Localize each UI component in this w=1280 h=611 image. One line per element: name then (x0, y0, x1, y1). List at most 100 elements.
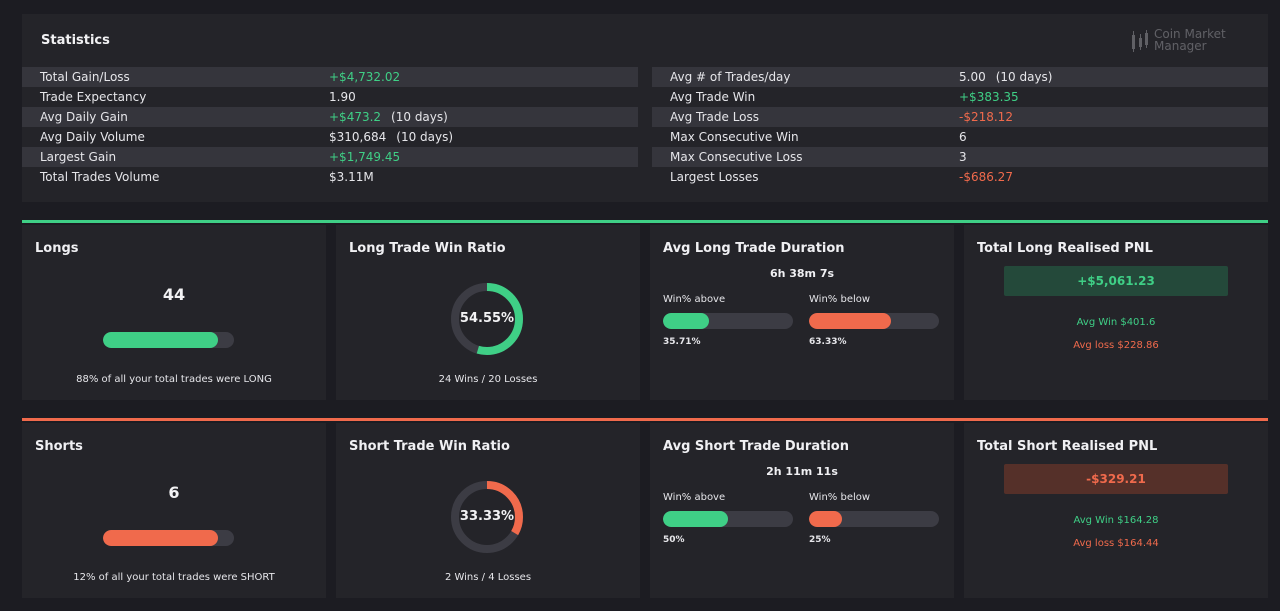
stat-value-number: -$218.12 (959, 110, 1013, 124)
stat-value: +$383.35 (959, 87, 1019, 107)
longs-share-fill (103, 332, 219, 348)
shorts-count-card: Shorts 6 12% of all your total trades we… (22, 423, 326, 598)
short-win-above-fill (663, 511, 728, 527)
stat-row: Max Consecutive Loss 3 (652, 147, 1268, 167)
stat-label: Avg # of Trades/day (670, 70, 791, 84)
stat-row: Avg # of Trades/day 5.00 (10 days) (652, 67, 1268, 87)
stat-row: Avg Trade Win +$383.35 (652, 87, 1268, 107)
stat-value-number: +$1,749.45 (329, 150, 401, 164)
stat-value-period: (10 days) (396, 130, 454, 144)
shorts-title: Shorts (35, 439, 83, 454)
long-pnl-card: Total Long Realised PNL +$5,061.23 Avg W… (964, 225, 1268, 400)
long-duration-card: Avg Long Trade Duration 6h 38m 7s Win% a… (650, 225, 954, 400)
long-win-below-fill (809, 313, 892, 329)
short-win-above-pct: 50% (663, 535, 685, 545)
short-pnl-value: -$329.21 (1004, 464, 1228, 494)
stat-value-number: 5.00 (959, 70, 986, 84)
short-duration-title: Avg Short Trade Duration (663, 439, 849, 454)
shorts-share-bar (103, 530, 234, 546)
short-win-below-bar (809, 511, 939, 527)
short-pnl-title: Total Short Realised PNL (977, 439, 1158, 454)
stat-value-period: (10 days) (995, 70, 1053, 84)
statistics-title: Statistics (41, 33, 110, 48)
long-win-below-label: Win% below (809, 294, 871, 305)
shorts-caption: 12% of all your total trades were SHORT (73, 572, 275, 583)
long-win-ratio-donut: 54.55% (449, 281, 525, 357)
stat-row: Trade Expectancy 1.90 (22, 87, 638, 107)
stat-label: Max Consecutive Loss (670, 150, 803, 164)
long-avg-loss: Avg loss $228.86 (1073, 340, 1159, 351)
stat-value-number: +$383.35 (959, 90, 1019, 104)
stat-label: Trade Expectancy (40, 90, 147, 104)
stat-value: $310,684 (10 days) (329, 127, 453, 147)
short-avg-win: Avg Win $164.28 (1073, 515, 1159, 526)
stat-value-number: 3 (959, 150, 967, 164)
shorts-count: 6 (168, 483, 180, 502)
long-duration-title: Avg Long Trade Duration (663, 241, 845, 256)
long-duration-value: 6h 38m 7s (769, 267, 835, 280)
short-win-ratio-title: Short Trade Win Ratio (349, 439, 510, 454)
stat-row: Avg Daily Gain +$473.2 (10 days) (22, 107, 638, 127)
candlestick-logo-icon (1132, 30, 1148, 52)
short-avg-loss: Avg loss $164.44 (1073, 538, 1159, 549)
stat-label: Avg Trade Loss (670, 110, 760, 124)
stat-row: Avg Daily Volume $310,684 (10 days) (22, 127, 638, 147)
short-win-above-label: Win% above (663, 492, 726, 503)
stat-label: Largest Losses (670, 170, 759, 184)
stat-value: 1.90 (329, 87, 356, 107)
short-duration-value: 2h 11m 11s (766, 465, 838, 478)
longs-share-bar (103, 332, 234, 348)
stat-value: +$4,732.02 (329, 67, 400, 87)
long-win-ratio-value: 54.55% (459, 311, 515, 326)
longs-caption: 88% of all your total trades were LONG (76, 374, 272, 385)
stat-value: +$473.2 (10 days) (329, 107, 448, 127)
short-win-above-bar (663, 511, 793, 527)
stat-row: Largest Losses -$686.27 (652, 167, 1268, 187)
stat-label: Largest Gain (40, 150, 117, 164)
shorts-share-fill (103, 530, 219, 546)
long-pnl-title: Total Long Realised PNL (977, 241, 1153, 256)
longs-title: Longs (35, 241, 79, 256)
statistics-panel: Statistics Coin Market Manager Total Gai… (22, 14, 1268, 202)
stat-label: Avg Daily Volume (40, 130, 145, 144)
long-win-above-fill (663, 313, 710, 329)
short-duration-card: Avg Short Trade Duration 2h 11m 11s Win%… (650, 423, 954, 598)
stat-row: Total Trades Volume $3.11M (22, 167, 638, 187)
stat-value: $3.11M (329, 167, 374, 187)
long-wins-losses: 24 Wins / 20 Losses (438, 374, 538, 385)
stat-row: Max Consecutive Win 6 (652, 127, 1268, 147)
long-win-above-pct: 35.71% (663, 337, 701, 347)
stat-value-number: $3.11M (329, 170, 374, 184)
stat-label: Max Consecutive Win (670, 130, 799, 144)
short-wins-losses: 2 Wins / 4 Losses (444, 572, 532, 583)
stat-value: +$1,749.45 (329, 147, 400, 167)
stat-value: -$218.12 (959, 107, 1013, 127)
long-win-above-bar (663, 313, 793, 329)
long-win-above-label: Win% above (663, 294, 726, 305)
stat-value-number: +$473.2 (329, 110, 382, 124)
short-win-below-pct: 25% (809, 535, 831, 545)
stat-value: 3 (959, 147, 967, 167)
longs-count: 44 (162, 285, 186, 304)
long-pnl-value: +$5,061.23 (1004, 266, 1228, 296)
long-win-ratio-title: Long Trade Win Ratio (349, 241, 506, 256)
short-win-below-label: Win% below (809, 492, 871, 503)
stat-value-number: +$4,732.02 (329, 70, 401, 84)
logo-text-line2: Manager (1154, 39, 1207, 53)
stat-row: Avg Trade Loss -$218.12 (652, 107, 1268, 127)
short-pnl-card: Total Short Realised PNL -$329.21 Avg Wi… (964, 423, 1268, 598)
stat-label: Total Trades Volume (40, 170, 160, 184)
short-win-ratio-donut: 33.33% (449, 479, 525, 555)
coin-market-manager-logo: Coin Market Manager (1130, 28, 1248, 54)
stat-value-number: $310,684 (329, 130, 387, 144)
shorts-divider (22, 418, 1268, 421)
stat-row: Largest Gain +$1,749.45 (22, 147, 638, 167)
stat-value-period: (10 days) (391, 110, 448, 124)
longs-divider (22, 220, 1268, 223)
stat-value-number: 1.90 (329, 90, 356, 104)
logo-text-line1: Coin Market (1154, 27, 1226, 41)
long-win-ratio-card: Long Trade Win Ratio 54.55% 24 Wins / 20… (336, 225, 640, 400)
stat-value: -$686.27 (959, 167, 1013, 187)
stat-value-number: -$686.27 (959, 170, 1013, 184)
stat-label: Avg Trade Win (670, 90, 756, 104)
